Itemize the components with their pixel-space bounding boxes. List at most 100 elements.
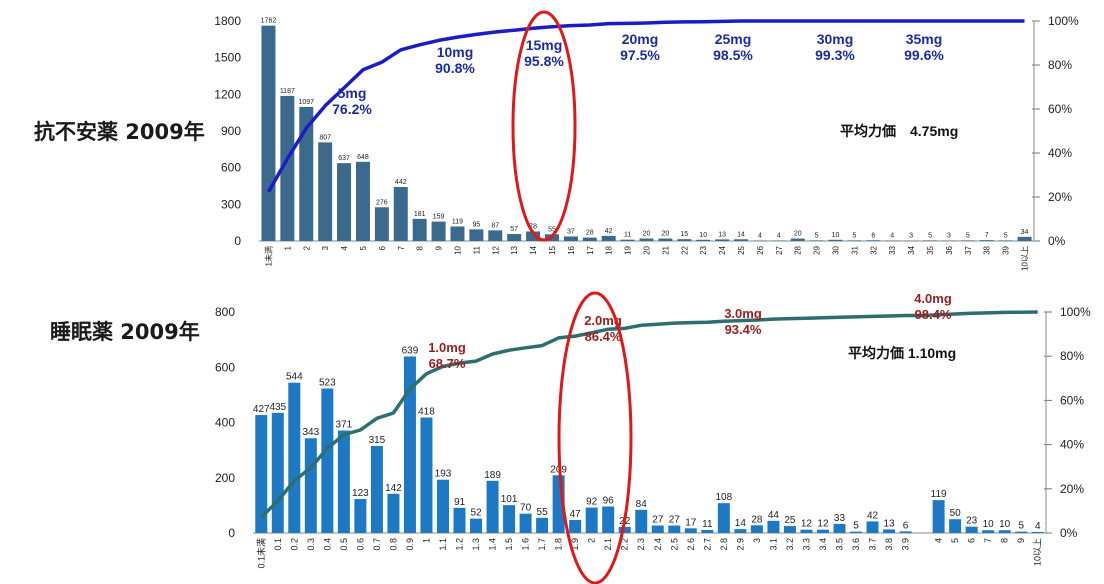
left-axis-tick-label: 600 <box>215 360 235 374</box>
category-tick-label: 27 <box>775 245 784 254</box>
dose-annotation: 35mg <box>906 31 943 47</box>
bar-value-label: 435 <box>269 402 286 413</box>
bar <box>299 106 314 241</box>
category-tick-label: 2.8 <box>719 538 729 551</box>
bar <box>488 230 503 241</box>
category-tick-label: 6 <box>967 538 977 543</box>
bar <box>420 417 433 533</box>
dose-annotation: 3.0mg <box>724 306 762 321</box>
bar-value-label: 1097 <box>298 99 314 106</box>
dose-annotation: 15mg <box>526 37 563 53</box>
bar-value-label: 343 <box>302 427 319 438</box>
category-tick-label: 2.4 <box>653 538 663 551</box>
category-tick-label: 33 <box>888 245 897 254</box>
bar <box>585 507 598 533</box>
dose-annotation: 10mg <box>437 44 474 60</box>
category-tick-label: 8 <box>416 245 425 250</box>
bar-value-label: 42 <box>605 228 613 235</box>
category-tick-label: 3 <box>752 538 762 543</box>
category-tick-label: 3.7 <box>868 538 878 551</box>
bar-value-label: 20 <box>643 231 651 238</box>
category-tick-label: 10以上 <box>1033 538 1043 566</box>
bar-value-label: 10 <box>699 232 707 239</box>
bar-value-label: 371 <box>336 420 353 431</box>
category-tick-label: 21 <box>661 245 670 254</box>
bar <box>304 438 317 533</box>
bar <box>337 163 352 241</box>
category-tick-label: 2.1 <box>603 538 613 551</box>
category-tick-label: 14 <box>529 245 538 254</box>
bar <box>828 239 843 241</box>
bar-value-label: 6 <box>903 520 909 531</box>
dose-annotation: 30mg <box>817 31 854 47</box>
bar <box>280 95 295 241</box>
highlight-ellipse <box>511 10 577 242</box>
category-tick-label: 38 <box>983 245 992 254</box>
category-tick-label: 24 <box>718 245 727 254</box>
top-chart-title: 抗不安薬 2009年 <box>34 120 205 144</box>
bar-value-label: 108 <box>716 492 733 503</box>
category-tick-label: 9 <box>435 245 444 250</box>
bar <box>998 530 1011 533</box>
bar <box>717 503 730 533</box>
bar <box>412 218 427 241</box>
bar <box>601 235 616 241</box>
category-tick-label: 2 <box>587 538 597 543</box>
bar-value-label: 648 <box>357 154 369 161</box>
bar-value-label: 44 <box>768 510 780 521</box>
dose-annotation: 25mg <box>715 31 752 47</box>
left-axis-tick-label: 1200 <box>214 87 241 101</box>
bar-value-label: 57 <box>510 226 518 233</box>
bar-value-label: 23 <box>966 516 978 527</box>
category-tick-label: 8 <box>1000 538 1010 543</box>
right-axis-tick-label: 80% <box>1048 58 1072 72</box>
bar-value-label: 119 <box>931 489 947 500</box>
bar <box>932 500 945 533</box>
bar-value-label: 12 <box>801 519 813 530</box>
cumulative-percent-line <box>266 19 1025 193</box>
bar-value-label: 20 <box>662 231 670 238</box>
dose-annotation: 1.0mg <box>428 340 466 355</box>
cumulative-annotation: 99.6% <box>904 47 944 63</box>
bar-value-label: 637 <box>338 155 350 162</box>
category-tick-label: 6 <box>378 245 387 250</box>
bar <box>750 525 763 533</box>
bar-value-label: 96 <box>603 495 615 506</box>
left-axis-tick-label: 200 <box>215 471 235 485</box>
category-tick-label: 12 <box>491 245 500 254</box>
category-tick-label: 0.1 <box>273 538 283 551</box>
category-tick-label: 1.3 <box>471 538 481 551</box>
bar <box>582 237 597 241</box>
category-tick-label: 1.6 <box>521 538 531 551</box>
bar <box>563 236 578 241</box>
bar <box>790 238 805 241</box>
dose-annotation: 2.0mg <box>584 313 622 328</box>
category-tick-label: 0.3 <box>306 538 316 551</box>
bar <box>639 238 654 241</box>
category-tick-label: 10以上 <box>1021 246 1030 271</box>
bar <box>507 234 522 241</box>
bar <box>403 356 416 533</box>
category-tick-label: 13 <box>510 245 519 254</box>
category-tick-label: 18 <box>605 245 614 254</box>
bar <box>635 509 648 533</box>
bar-value-label: 189 <box>484 470 501 481</box>
dose-annotation: 4.0mg <box>914 291 952 306</box>
bar <box>783 526 796 533</box>
bar <box>809 240 824 241</box>
category-tick-label: 26 <box>756 245 765 254</box>
bar <box>658 238 673 241</box>
bar-value-label: 37 <box>567 228 575 235</box>
category-tick-label: 1.4 <box>488 538 498 551</box>
bar-value-label: 5 <box>966 232 970 239</box>
bar-value-label: 315 <box>369 435 386 446</box>
bar <box>337 430 350 533</box>
bar-value-label: 92 <box>586 497 598 508</box>
category-tick-label: 3.9 <box>901 538 911 551</box>
category-tick-label: 16 <box>567 245 576 254</box>
bar-value-label: 1187 <box>280 88 295 95</box>
right-axis-tick-label: 60% <box>1060 393 1084 407</box>
bar <box>271 412 284 533</box>
bar-value-label: 84 <box>636 499 648 510</box>
bar <box>734 529 747 533</box>
